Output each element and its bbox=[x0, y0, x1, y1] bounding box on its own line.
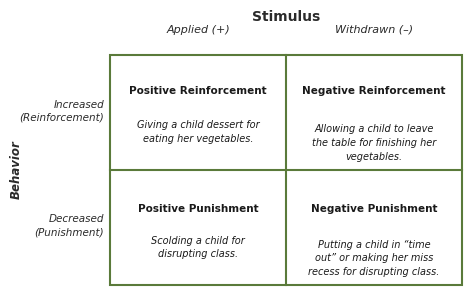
Text: Applied (+): Applied (+) bbox=[166, 25, 230, 35]
Text: Behavior: Behavior bbox=[9, 141, 22, 199]
Text: (Punishment): (Punishment) bbox=[35, 228, 104, 237]
Text: (Reinforcement): (Reinforcement) bbox=[19, 112, 104, 123]
Bar bbox=[110, 55, 462, 285]
Text: Scolding a child for
disrupting class.: Scolding a child for disrupting class. bbox=[151, 236, 245, 259]
Text: Increased: Increased bbox=[53, 100, 104, 109]
Text: Stimulus: Stimulus bbox=[252, 10, 320, 24]
Text: Negative Punishment: Negative Punishment bbox=[311, 205, 437, 214]
Text: Positive Punishment: Positive Punishment bbox=[137, 205, 258, 214]
Text: Decreased: Decreased bbox=[48, 214, 104, 225]
Text: Withdrawn (–): Withdrawn (–) bbox=[335, 25, 413, 35]
Text: Positive Reinforcement: Positive Reinforcement bbox=[129, 86, 267, 95]
Text: Allowing a child to leave
the table for finishing her
vegetables.: Allowing a child to leave the table for … bbox=[312, 124, 436, 162]
Text: Giving a child dessert for
eating her vegetables.: Giving a child dessert for eating her ve… bbox=[137, 120, 259, 144]
Text: Negative Reinforcement: Negative Reinforcement bbox=[302, 86, 446, 95]
Text: Putting a child in “time
out” or making her miss
recess for disrupting class.: Putting a child in “time out” or making … bbox=[308, 239, 440, 277]
